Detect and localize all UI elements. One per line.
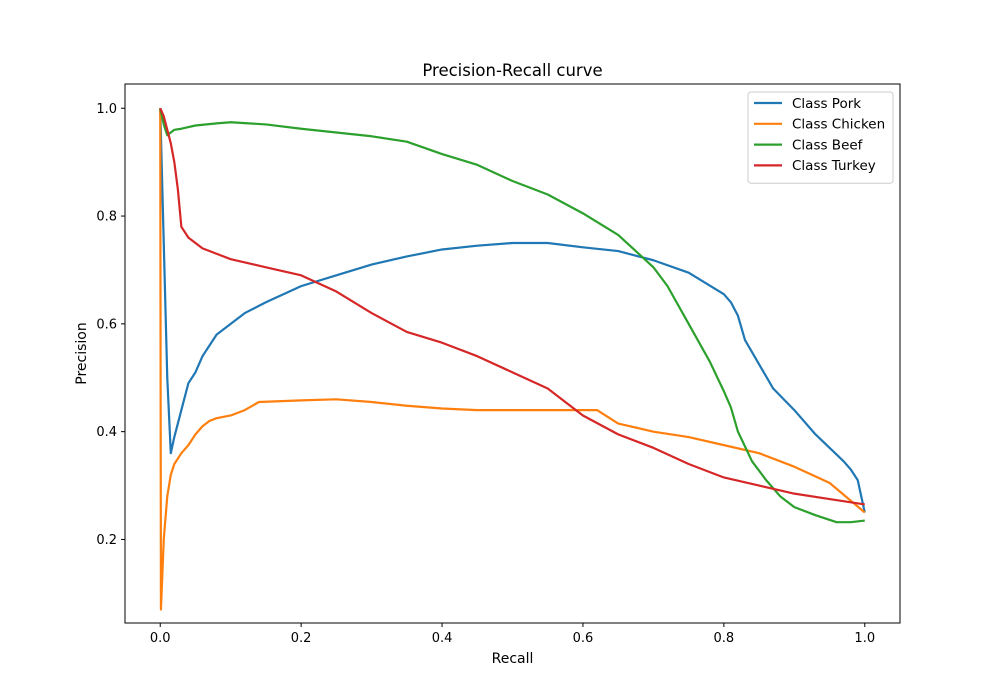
- y-tick-label: 0.2: [96, 533, 117, 548]
- legend-box: [747, 91, 894, 184]
- series-line-class-beef: [159, 108, 865, 524]
- legend: Class Pork Class Chicken Class Beef Class T…: [747, 91, 894, 184]
- y-tick-label: 0.8: [96, 210, 117, 225]
- chart-title: Precision-Recall curve: [422, 61, 602, 80]
- series-line-class-pork: [159, 108, 866, 513]
- legend-entry-label: Class Turkey: [792, 158, 876, 174]
- y-axis-label: Precision: [74, 322, 90, 384]
- x-tick-label: 0.6: [573, 631, 594, 646]
- x-tick-label: 0.2: [291, 631, 312, 646]
- x-tick-label: 0.4: [432, 631, 453, 646]
- x-axis-label: Recall: [492, 651, 534, 667]
- series-line-class-chicken: [159, 108, 866, 611]
- y-tick-label: 0.6: [96, 317, 117, 332]
- legend-entry-label: Class Beef: [792, 137, 864, 153]
- y-tick-label: 0.4: [96, 425, 117, 440]
- ticks-layer: 0.0 0.2 0.4 0.6 0.8 1.0 0.2 0.4 0.6 0.8 1.0: [96, 102, 875, 646]
- legend-entry-label: Class Chicken: [792, 117, 885, 133]
- x-tick-label: 0.8: [714, 631, 735, 646]
- series-layer: [159, 107, 866, 611]
- legend-entry-label: Class Pork: [792, 96, 861, 112]
- x-tick-label: 0.0: [150, 631, 171, 646]
- x-tick-label: 1.0: [854, 631, 875, 646]
- series-line-class-turkey: [159, 107, 865, 506]
- y-tick-label: 1.0: [96, 102, 117, 117]
- plot-frame: [124, 83, 901, 624]
